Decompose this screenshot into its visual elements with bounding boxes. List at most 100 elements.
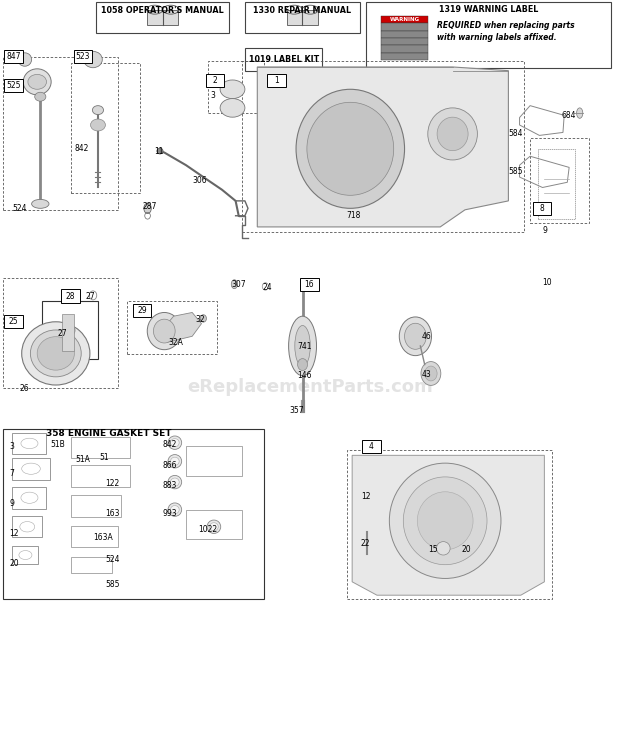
Text: 866: 866 (162, 461, 177, 469)
Ellipse shape (399, 317, 432, 356)
Ellipse shape (168, 503, 182, 516)
Bar (381, 16, 428, 23)
Ellipse shape (18, 53, 32, 66)
Text: 51A: 51A (76, 455, 91, 464)
Text: 32A: 32A (169, 338, 184, 347)
Bar (533, 202, 551, 215)
Text: 10: 10 (542, 278, 552, 287)
Ellipse shape (144, 203, 151, 214)
Bar (148, 10, 179, 25)
Ellipse shape (148, 312, 182, 350)
Bar (71, 465, 130, 487)
Text: 32: 32 (195, 315, 205, 324)
Text: 146: 146 (298, 371, 312, 380)
Text: 25: 25 (9, 317, 19, 326)
Bar (347, 450, 552, 599)
Bar (186, 446, 242, 476)
Text: 16: 16 (304, 280, 314, 289)
Ellipse shape (207, 520, 221, 533)
Ellipse shape (296, 89, 404, 208)
Bar (127, 301, 217, 354)
Text: 43: 43 (422, 371, 432, 379)
Ellipse shape (289, 316, 316, 376)
Polygon shape (257, 67, 508, 227)
Text: 1319 WARNING LABEL: 1319 WARNING LABEL (438, 5, 538, 14)
Ellipse shape (92, 106, 104, 115)
Text: 287: 287 (143, 202, 157, 211)
Polygon shape (164, 312, 202, 342)
Ellipse shape (170, 506, 179, 513)
Ellipse shape (577, 108, 583, 118)
Text: 1019 LABEL KIT: 1019 LABEL KIT (249, 55, 319, 64)
Text: 12: 12 (9, 529, 19, 538)
Text: 993: 993 (162, 509, 177, 518)
Text: 842: 842 (162, 440, 177, 449)
Bar (300, 278, 319, 291)
Text: 22: 22 (361, 539, 370, 548)
Ellipse shape (436, 542, 450, 555)
Bar (74, 50, 92, 63)
Ellipse shape (389, 463, 501, 579)
Ellipse shape (22, 321, 90, 385)
Text: 26: 26 (20, 384, 30, 393)
Ellipse shape (168, 475, 182, 489)
Bar (366, 2, 611, 68)
Text: 883: 883 (162, 481, 177, 490)
Bar (186, 510, 242, 539)
Ellipse shape (231, 280, 237, 289)
Ellipse shape (220, 99, 245, 117)
Text: 15: 15 (428, 545, 438, 554)
Bar (4, 50, 23, 63)
Text: 307: 307 (231, 280, 246, 289)
Ellipse shape (428, 108, 477, 160)
Text: 46: 46 (422, 332, 432, 341)
Text: 741: 741 (298, 342, 312, 351)
Ellipse shape (425, 366, 437, 381)
Text: 163A: 163A (93, 533, 113, 542)
Text: 9: 9 (9, 499, 14, 508)
Bar (530, 138, 589, 223)
Ellipse shape (220, 80, 245, 98)
Bar (381, 31, 428, 38)
Text: REQUIRED when replacing parts
with warning labels affixed.: REQUIRED when replacing parts with warni… (437, 21, 575, 42)
Ellipse shape (298, 359, 308, 371)
Text: 524: 524 (105, 555, 120, 564)
Ellipse shape (170, 439, 179, 446)
Text: 29: 29 (137, 306, 147, 315)
Text: 11: 11 (154, 147, 163, 155)
Bar (206, 74, 224, 87)
Text: 1022: 1022 (198, 525, 218, 534)
Ellipse shape (210, 522, 218, 531)
Bar (208, 61, 264, 113)
Ellipse shape (84, 51, 102, 68)
Text: 28: 28 (66, 292, 76, 301)
Text: 12: 12 (361, 492, 370, 501)
Bar (4, 79, 23, 92)
Text: 525: 525 (6, 81, 21, 90)
Ellipse shape (37, 336, 74, 371)
Bar (62, 314, 74, 351)
Bar (4, 315, 23, 328)
Ellipse shape (30, 330, 81, 376)
Text: 357: 357 (289, 406, 304, 415)
Text: 684: 684 (561, 111, 575, 120)
Bar (3, 429, 264, 599)
Bar (12, 433, 46, 454)
Ellipse shape (404, 323, 427, 349)
Text: 27: 27 (58, 329, 68, 338)
Text: 842: 842 (74, 144, 89, 153)
Ellipse shape (307, 103, 394, 196)
Text: WARNING: WARNING (390, 17, 420, 22)
Ellipse shape (421, 362, 441, 385)
Bar (133, 304, 151, 317)
Ellipse shape (91, 119, 105, 131)
Bar (12, 458, 50, 480)
Text: 585: 585 (105, 580, 120, 589)
Text: 27: 27 (86, 292, 95, 301)
Bar (71, 495, 121, 517)
Ellipse shape (417, 492, 473, 550)
Text: 163: 163 (105, 509, 120, 518)
Text: 306: 306 (192, 176, 207, 185)
Text: 584: 584 (508, 129, 523, 138)
Bar (71, 63, 140, 193)
